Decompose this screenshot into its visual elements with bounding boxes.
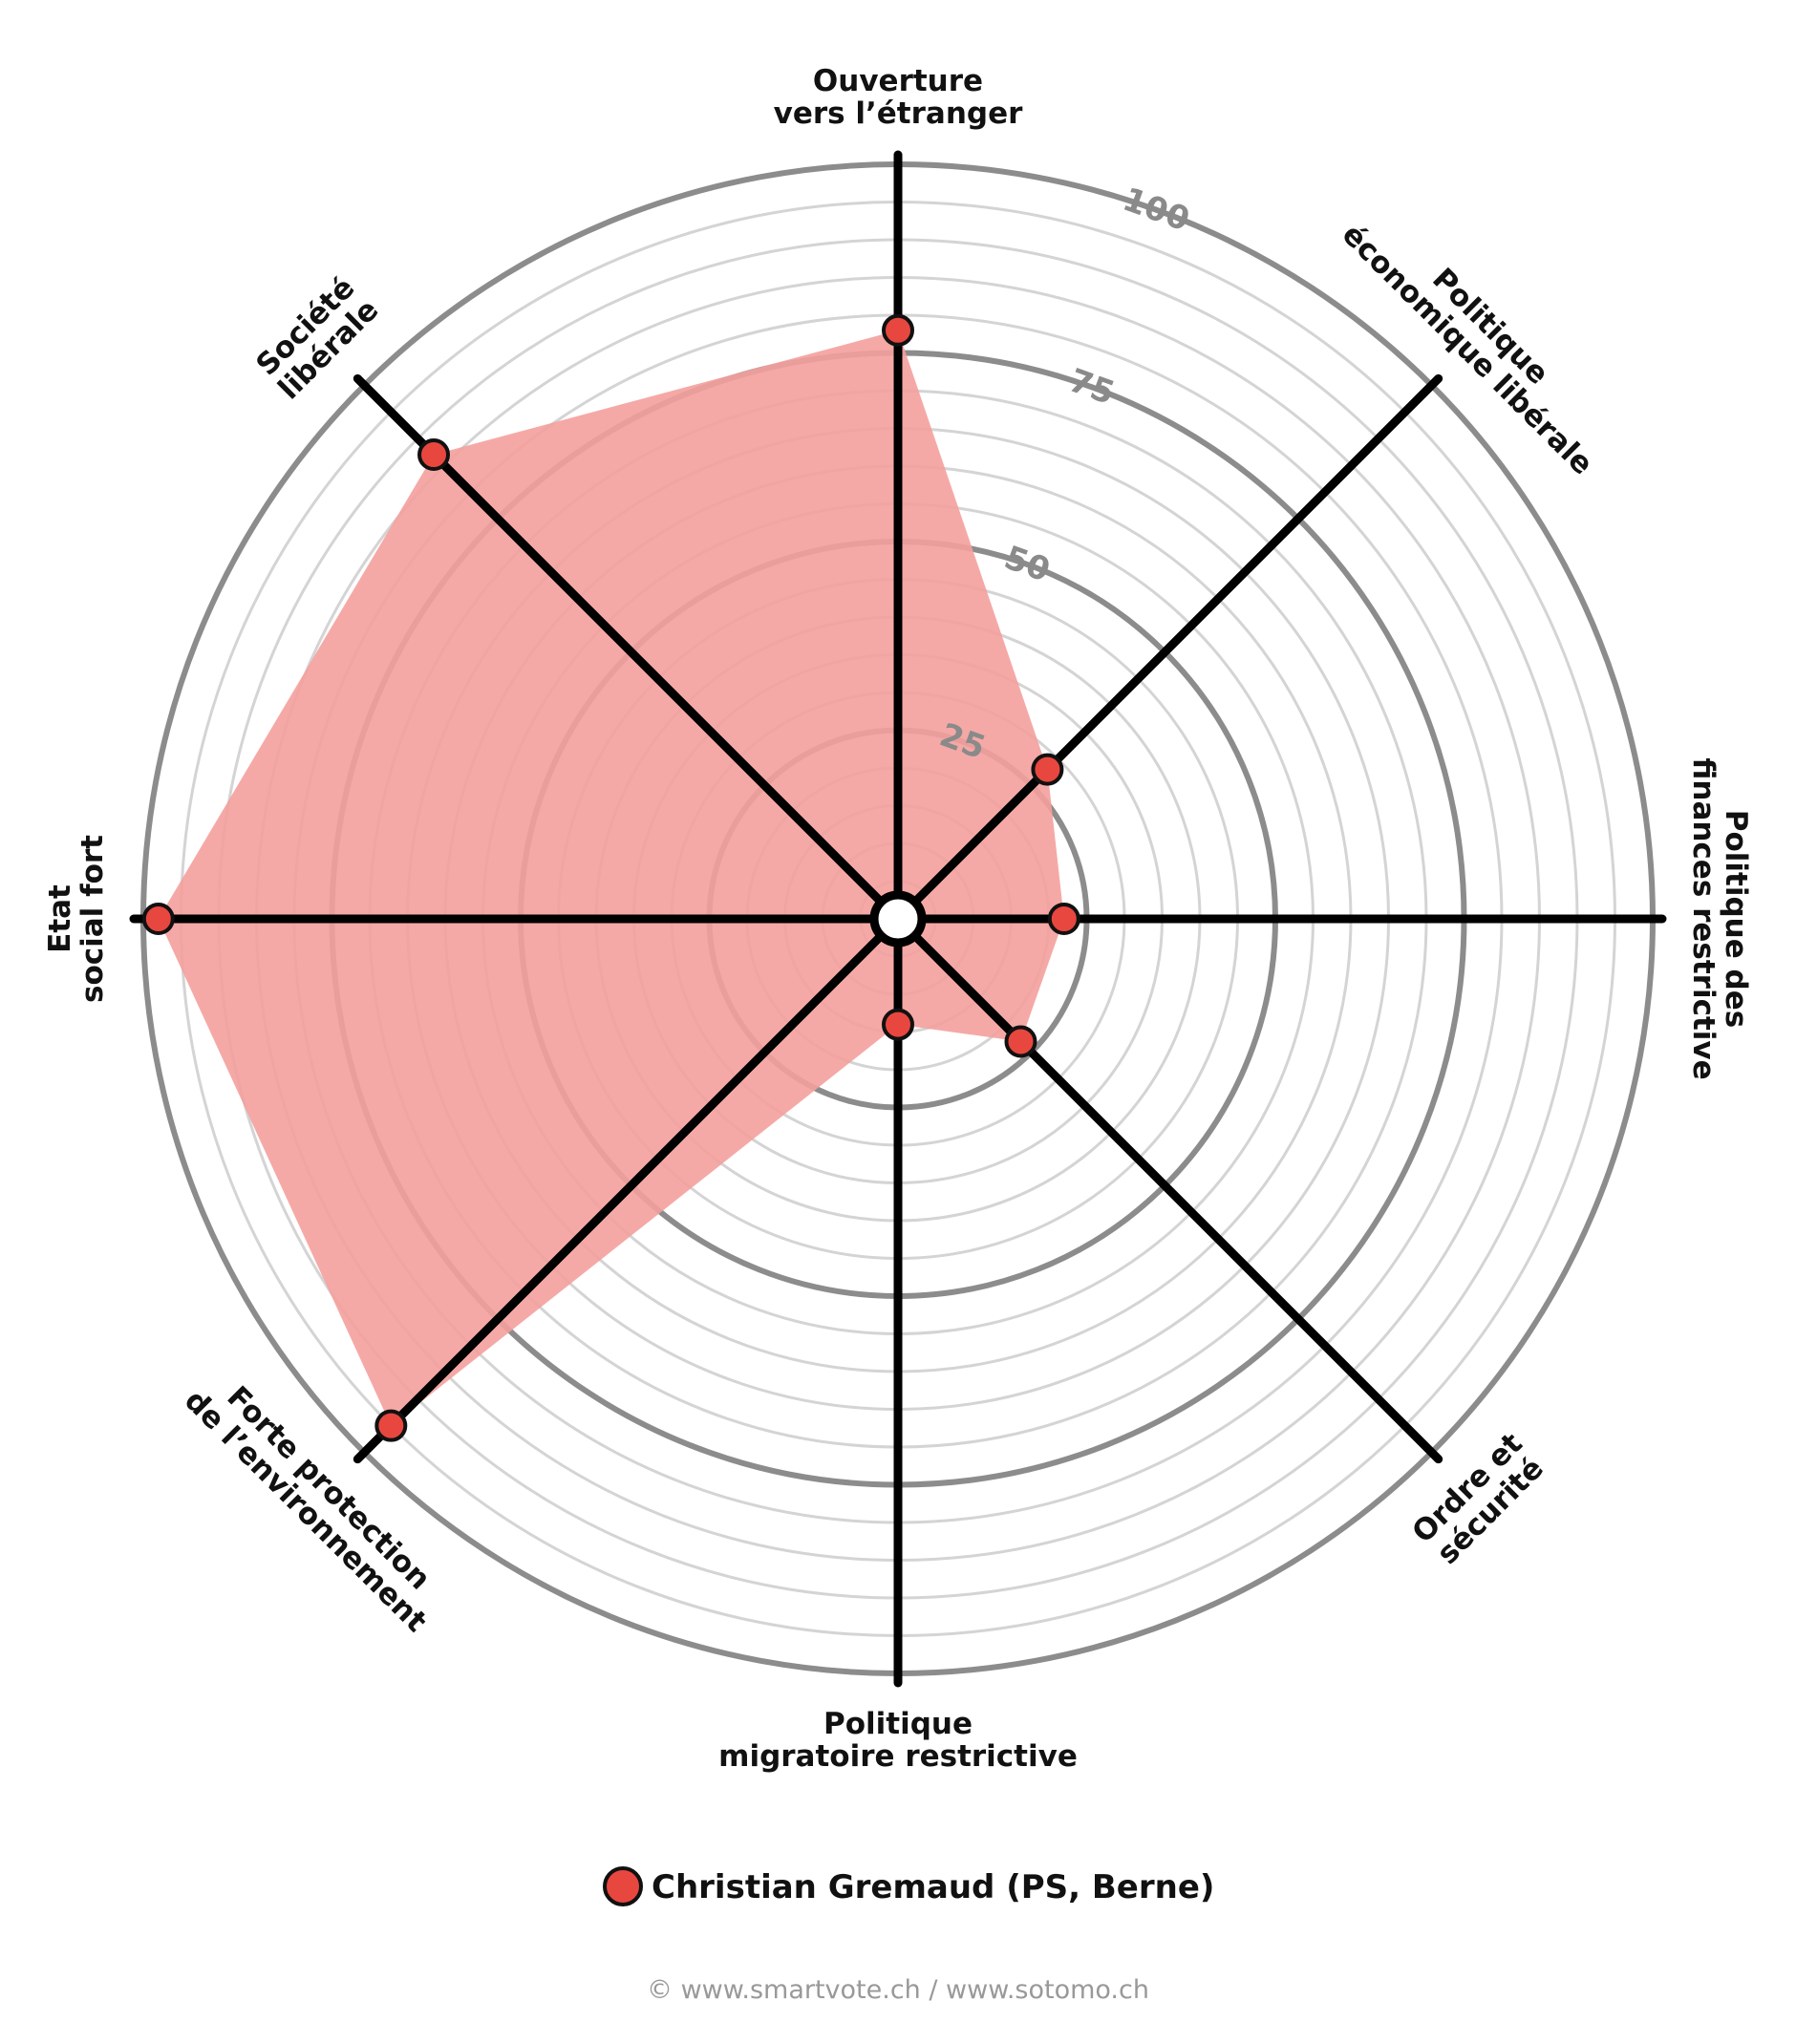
axis-label-3-line-2: finances restrictive bbox=[1686, 757, 1721, 1079]
axis-line-6 bbox=[353, 914, 903, 1464]
legend: Christian Gremaud (PS, Berne) bbox=[603, 1866, 1214, 1906]
axis-line-8 bbox=[353, 373, 903, 924]
axis-label-1-line-1: Ouverture bbox=[813, 64, 983, 98]
data-point-5 bbox=[882, 1008, 914, 1041]
axis-label-7-line-1: Etat bbox=[43, 884, 77, 953]
axis-line-2 bbox=[893, 373, 1443, 924]
axis-label-3-line-1: Politique des bbox=[1719, 810, 1753, 1028]
axis-label-5-line-2: migratoire restrictive bbox=[718, 1739, 1078, 1774]
credit-text: © www.smartvote.ch / www.sotomo.ch bbox=[647, 1975, 1149, 2005]
axis-lines bbox=[129, 150, 1667, 1688]
data-point-8 bbox=[417, 438, 451, 472]
axis-label-7-line-2: social fort bbox=[75, 835, 110, 1003]
axis-line-4 bbox=[893, 914, 1443, 1464]
data-point-3 bbox=[1047, 903, 1080, 935]
legend-label: Christian Gremaud (PS, Berne) bbox=[652, 1868, 1214, 1906]
series-area bbox=[158, 330, 1064, 1426]
series-area-layer bbox=[158, 330, 1064, 1426]
tick-label-100: 100 bbox=[1118, 181, 1194, 240]
legend-marker bbox=[603, 1866, 643, 1906]
data-points bbox=[141, 313, 1080, 1442]
center-hub bbox=[869, 890, 927, 947]
data-point-7 bbox=[141, 903, 175, 935]
tick-label-50: 50 bbox=[999, 539, 1055, 590]
tick-label-75: 75 bbox=[1064, 361, 1120, 413]
data-point-4 bbox=[1004, 1025, 1037, 1058]
axis-label-1-line-2: vers l’étranger bbox=[774, 96, 1024, 131]
data-point-1 bbox=[882, 313, 914, 347]
axis-label-5-line-1: Politique bbox=[823, 1707, 973, 1741]
data-point-2 bbox=[1031, 753, 1064, 786]
data-point-6 bbox=[374, 1409, 408, 1442]
